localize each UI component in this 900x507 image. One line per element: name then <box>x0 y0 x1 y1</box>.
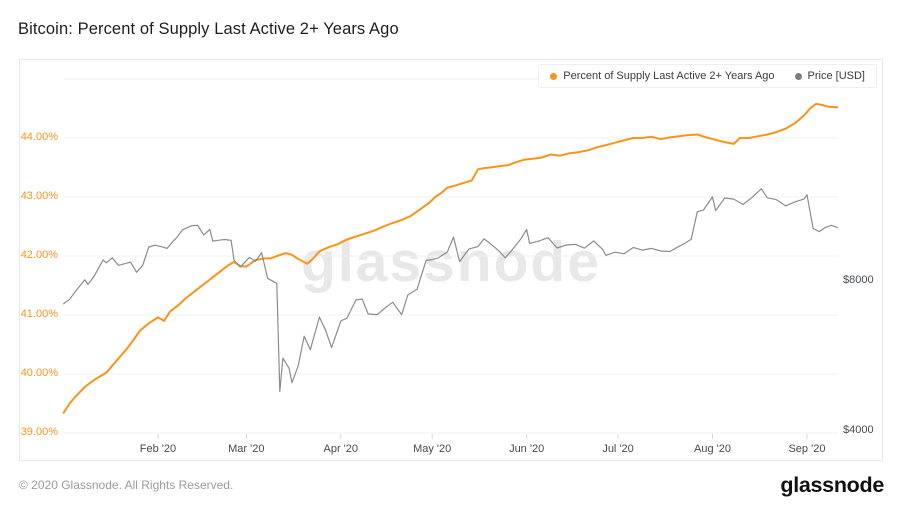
x-axis-tick-label: Sep '20 <box>788 443 826 455</box>
x-axis-tick-label: Jun '20 <box>509 443 545 455</box>
copyright-text: © 2020 Glassnode. All Rights Reserved. <box>19 478 234 492</box>
chart-line-supply <box>62 102 839 414</box>
legend-dot-supply-icon <box>550 72 558 80</box>
glassnode-watermark: glassnode <box>301 230 601 294</box>
legend-label-supply: Percent of Supply Last Active 2+ Years A… <box>563 70 775 82</box>
legend-item-supply[interactable]: Percent of Supply Last Active 2+ Years A… <box>550 70 775 82</box>
price-axis-tick-label: $8000 <box>843 274 874 286</box>
x-axis-tick-label: May '20 <box>413 443 452 455</box>
price-axis-tick-label: $4000 <box>843 424 874 436</box>
legend-item-price[interactable]: Price [USD] <box>794 70 865 82</box>
glassnode-logo: glassnode <box>780 473 884 497</box>
x-axis-tick-label: Feb '20 <box>139 443 177 455</box>
x-axis-tick-label: Aug '20 <box>694 443 731 455</box>
legend-dot-price-icon <box>794 72 802 80</box>
x-axis-tick-label: Apr '20 <box>323 443 359 455</box>
chart-card: glassnode Percent of Supply Last Active … <box>19 59 883 461</box>
y-axis-tick-label: 39.00% <box>20 426 58 438</box>
chart-plot <box>62 78 839 439</box>
x-axis-tick-label: Mar '20 <box>228 443 265 455</box>
chart-line-price <box>62 188 839 393</box>
y-axis-tick-label: 40.00% <box>20 367 58 379</box>
y-axis-tick-label: 41.00% <box>20 308 58 320</box>
y-axis-tick-label: 42.00% <box>20 249 58 261</box>
y-axis-tick-label: 44.00% <box>20 131 58 143</box>
page-title: Bitcoin: Percent of Supply Last Active 2… <box>18 20 399 38</box>
x-axis-tick-label: Jul '20 <box>602 443 634 455</box>
y-axis-tick-label: 43.00% <box>20 190 58 202</box>
legend-label-price: Price [USD] <box>807 70 865 82</box>
chart-legend: Percent of Supply Last Active 2+ Years A… <box>538 64 877 88</box>
